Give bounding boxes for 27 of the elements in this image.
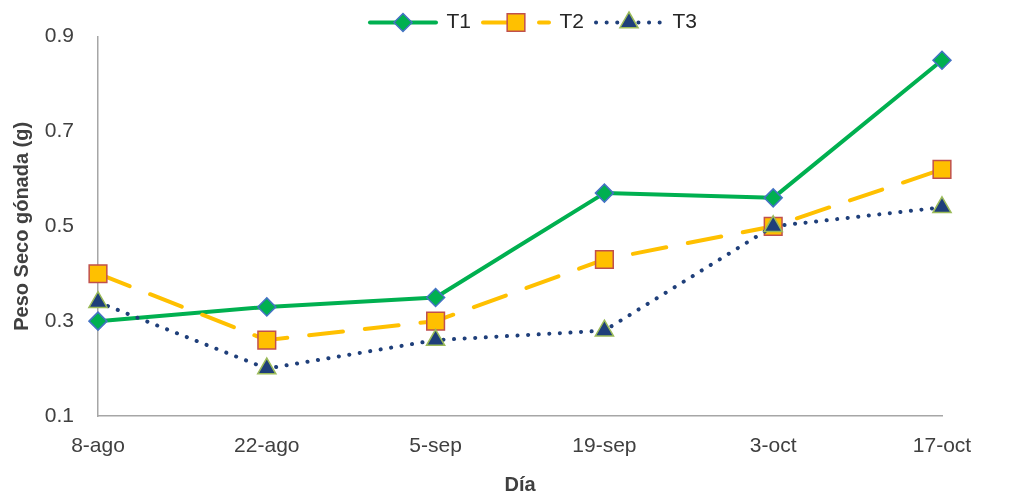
- point: [88, 311, 108, 331]
- legend-label: T3: [672, 9, 698, 33]
- point: [932, 50, 952, 71]
- y-tick-label: 0.5: [44, 213, 74, 237]
- point: [594, 249, 614, 270]
- x-tick-label: 17-oct: [912, 433, 972, 457]
- y-tick-label: 0.9: [44, 23, 74, 47]
- point: [932, 159, 952, 179]
- point: [425, 287, 446, 308]
- x-tick-label: 5-sep: [409, 433, 462, 457]
- legend-label: T1: [446, 9, 472, 33]
- x-tick-label: 3-oct: [749, 433, 797, 457]
- x-tick-label: 19-sep: [572, 433, 637, 457]
- y-tick-label: 0.3: [44, 307, 74, 331]
- y-tick-label: 0.1: [44, 402, 74, 426]
- y-tick-label: 0.7: [44, 118, 74, 142]
- x-axis-title: Día: [504, 472, 537, 495]
- x-tick-label: 8-ago: [71, 433, 125, 457]
- x-tick-label: 22-ago: [234, 433, 300, 457]
- point: [426, 311, 446, 331]
- point: [257, 297, 277, 317]
- point: [594, 183, 615, 203]
- point: [257, 330, 277, 350]
- point: [763, 188, 783, 208]
- y-axis-title: Peso Seco gónada (g): [9, 121, 32, 331]
- point: [88, 264, 108, 284]
- legend-label: T2: [559, 9, 585, 33]
